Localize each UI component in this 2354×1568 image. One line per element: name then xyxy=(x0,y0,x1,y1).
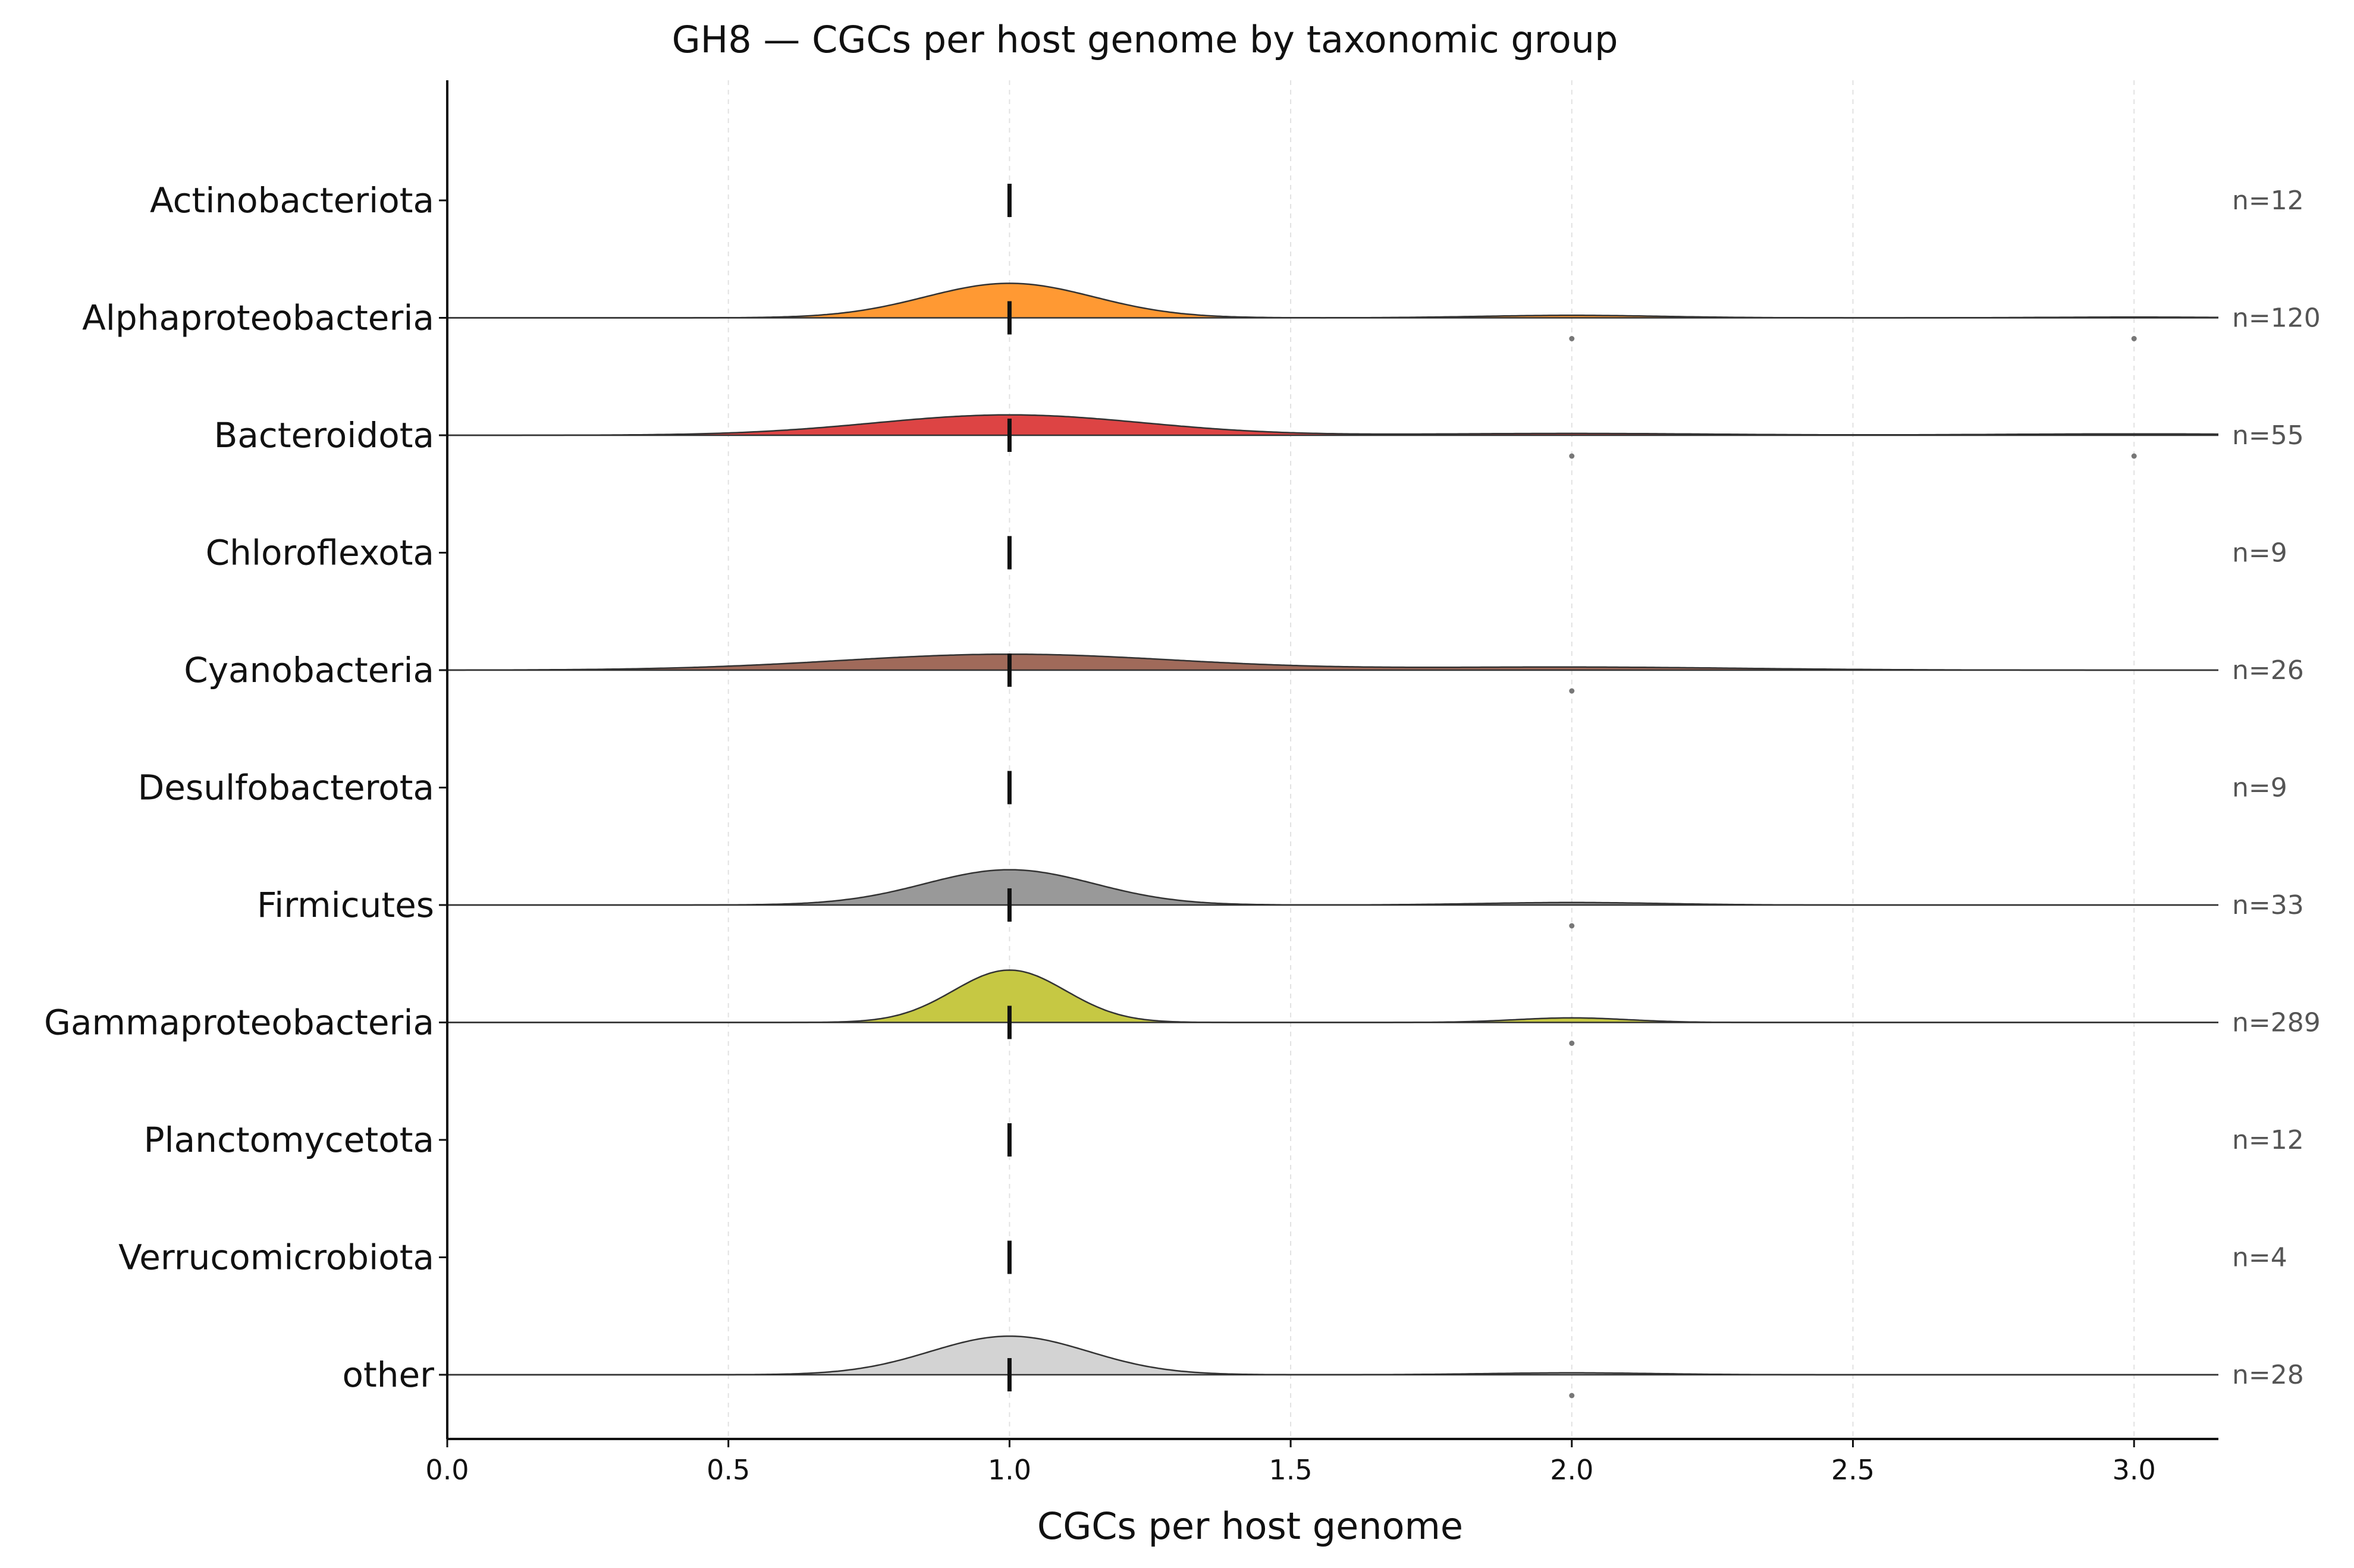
n-label-planctomycetota: n=12 xyxy=(2232,1125,2304,1155)
x-axis-label: CGCs per host genome xyxy=(1037,1504,1463,1548)
n-label-desulfobacterota: n=9 xyxy=(2232,773,2287,803)
ridges xyxy=(446,184,2218,1399)
category-label-cyanobacteria: Cyanobacteria xyxy=(184,650,434,690)
n-label-actinobacteriota: n=12 xyxy=(2232,186,2304,216)
outlier-point-firmicutes xyxy=(1569,923,1575,929)
chart-title: GH8 — CGCs per host genome by taxonomic … xyxy=(672,18,1618,61)
outlier-point-other xyxy=(1569,1393,1575,1399)
category-label-planctomycetota: Planctomycetota xyxy=(144,1120,434,1160)
ridge-fill-bacteroidota xyxy=(447,414,2218,435)
outlier-point-bacteroidota xyxy=(1569,453,1575,459)
category-label-gammaproteobacteria: Gammaproteobacteria xyxy=(44,1003,434,1043)
n-label-bacteroidota: n=55 xyxy=(2232,420,2304,451)
category-label-alphaproteobacteria: Alphaproteobacteria xyxy=(82,298,434,338)
n-label-chloroflexota: n=9 xyxy=(2232,538,2287,568)
category-label-other: other xyxy=(342,1355,434,1395)
n-label-cyanobacteria: n=26 xyxy=(2232,655,2304,686)
outlier-point-alphaproteobacteria xyxy=(2131,336,2137,341)
ridge-fill-firmicutes xyxy=(447,869,2218,905)
n-label-gammaproteobacteria: n=289 xyxy=(2232,1008,2321,1038)
labels: Actinobacteriota n=12 Alphaproteobacteria n… xyxy=(44,180,2321,1395)
category-label-actinobacteriota: Actinobacteriota xyxy=(150,180,434,221)
category-label-verrucomicrobiota: Verrucomicrobiota xyxy=(118,1237,434,1278)
n-label-verrucomicrobiota: n=4 xyxy=(2232,1243,2287,1273)
x-tick-label: 3.0 xyxy=(2113,1454,2156,1486)
category-label-bacteroidota: Bacteroidota xyxy=(214,415,434,455)
outlier-point-alphaproteobacteria xyxy=(1569,336,1575,341)
ridge-fill-alphaproteobacteria xyxy=(447,283,2218,318)
outlier-point-gammaproteobacteria xyxy=(1569,1041,1575,1046)
x-tick-label: 0.0 xyxy=(425,1454,469,1486)
n-label-alphaproteobacteria: n=120 xyxy=(2232,303,2321,334)
category-label-firmicutes: Firmicutes xyxy=(257,885,434,925)
category-label-chloroflexota: Chloroflexota xyxy=(206,533,434,573)
n-label-other: n=28 xyxy=(2232,1360,2304,1390)
outlier-point-bacteroidota xyxy=(2131,453,2137,459)
x-tick-label: 1.0 xyxy=(988,1454,1031,1486)
x-tick-label: 1.5 xyxy=(1269,1454,1313,1486)
category-label-desulfobacterota: Desulfobacterota xyxy=(138,768,434,808)
n-label-firmicutes: n=33 xyxy=(2232,890,2304,920)
x-tick-label: 2.5 xyxy=(1831,1454,1875,1486)
x-tick-label: 0.5 xyxy=(707,1454,750,1486)
ridge-fill-other xyxy=(447,1336,2218,1375)
outlier-point-cyanobacteria xyxy=(1569,688,1575,694)
x-tick-label: 2.0 xyxy=(1550,1454,1593,1486)
axes: 0.0 0.5 1.0 1.5 2.0 2.5 3.0 xyxy=(425,80,2218,1486)
grid-lines xyxy=(727,80,2135,1439)
